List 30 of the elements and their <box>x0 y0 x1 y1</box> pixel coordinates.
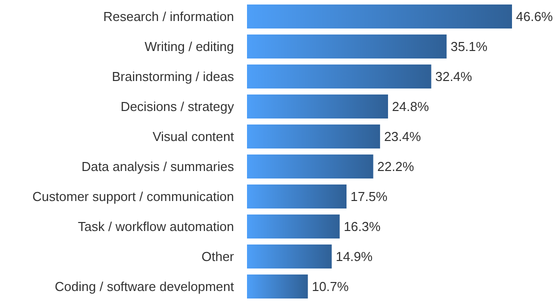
data-label: 46.6% <box>516 9 554 24</box>
data-label: 23.4% <box>384 129 422 144</box>
bar <box>247 184 347 208</box>
y-tick-label: Customer support / communication <box>32 189 234 204</box>
bar <box>247 244 332 268</box>
data-label: 22.2% <box>377 159 415 174</box>
bar <box>247 214 340 238</box>
data-label: 35.1% <box>450 39 488 54</box>
bar <box>247 124 380 148</box>
data-label: 10.7% <box>312 279 350 294</box>
data-label: 16.3% <box>344 219 381 234</box>
bar <box>247 64 432 88</box>
y-tick-label: Decisions / strategy <box>120 99 234 114</box>
bar <box>247 154 374 178</box>
bar <box>247 94 388 118</box>
data-label: 17.5% <box>350 189 388 204</box>
data-label: 24.8% <box>392 99 430 114</box>
bar <box>247 274 308 298</box>
data-label: 32.4% <box>435 69 473 84</box>
y-tick-label: Research / information <box>103 9 234 24</box>
y-tick-label: Brainstorming / ideas <box>112 69 234 84</box>
y-tick-label: Visual content <box>152 129 234 144</box>
bar <box>247 4 512 28</box>
y-tick-label: Writing / editing <box>144 39 234 54</box>
bar <box>247 34 447 58</box>
y-tick-label: Data analysis / summaries <box>82 159 234 174</box>
y-tick-label: Task / workflow automation <box>78 219 234 234</box>
y-tick-label: Other <box>201 249 235 264</box>
y-tick-label: Coding / software development <box>54 279 234 294</box>
data-label: 14.9% <box>336 249 374 264</box>
